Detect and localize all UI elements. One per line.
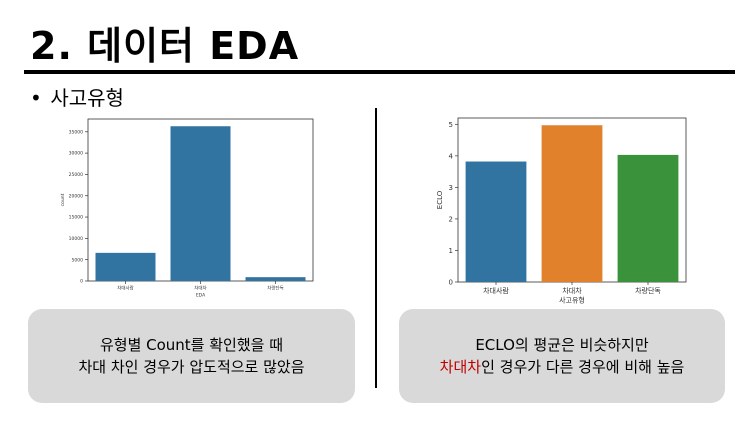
x-tick-label: 차대사람 [483,286,509,295]
bullet-dot: • [30,86,42,110]
x-axis-label: 사고유형 [559,296,585,305]
y-tick-label: 15000 [69,215,83,221]
section-bullet: • 사고유형 [30,84,124,112]
section-heading: 사고유형 [50,86,124,110]
y-tick-label: 35000 [69,129,83,135]
highlight-text: 차대차 [439,358,482,376]
y-tick-label: 5000 [72,257,84,263]
right-summary-box: ECLO의 평균은 비슷하지만 차대차인 경우가 다른 경우에 비해 높음 [399,309,725,403]
left-summary-line-1: 유형별 Count를 확인했을 때 [99,336,284,354]
bar [465,161,527,282]
y-tick-label: 5 [449,121,453,129]
y-tick-label: 3 [449,184,453,192]
y-tick-label: 0 [80,279,83,285]
count-bar-chart: 0 5000 10000 15000 20000 25000 30000 35000 차대사람 차… [58,112,318,302]
left-summary-line-2: 차대 차인 경우가 압도적으로 많았음 [78,358,305,376]
x-axis-label: EDA [196,292,206,298]
y-axis-label: ECLO [436,190,444,209]
y-tick-label: 4 [449,152,454,160]
right-summary-rest: 인 경우가 다른 경우에 비해 높음 [481,358,685,376]
slide-title: 2. 데이터 EDA [30,24,300,68]
x-tick-label: 차대사람 [117,285,134,292]
x-tick-label: 차대차 [562,286,582,295]
y-axis-label: count [60,193,66,206]
y-tick-label: 25000 [69,172,83,178]
x-tick-label: 차량단독 [635,286,661,295]
y-tick-label: 30000 [69,151,83,157]
bar [170,126,231,281]
x-tick-label: 차량단독 [267,285,284,292]
count-chart-svg: 0 5000 10000 15000 20000 25000 30000 35000 차대사람 차… [60,118,314,298]
y-tick-label: 2 [449,215,453,223]
y-tick-label: 1 [449,247,453,255]
right-summary-line-1: ECLO의 평균은 비슷하지만 [475,336,649,354]
bar [541,125,603,282]
y-tick-label: 0 [449,278,453,286]
bar [95,252,156,281]
bar [617,154,679,282]
x-tick-label: 차대차 [194,285,207,292]
y-tick-label: 20000 [69,193,83,199]
title-underline [24,70,735,74]
vertical-divider [375,108,377,388]
right-summary-line-2: 차대차인 경우가 다른 경우에 비해 높음 [440,356,685,378]
y-tick-label: 10000 [69,236,83,242]
bar [245,277,306,281]
left-summary-box: 유형별 Count를 확인했을 때 차대 차인 경우가 압도적으로 많았음 [28,309,355,403]
